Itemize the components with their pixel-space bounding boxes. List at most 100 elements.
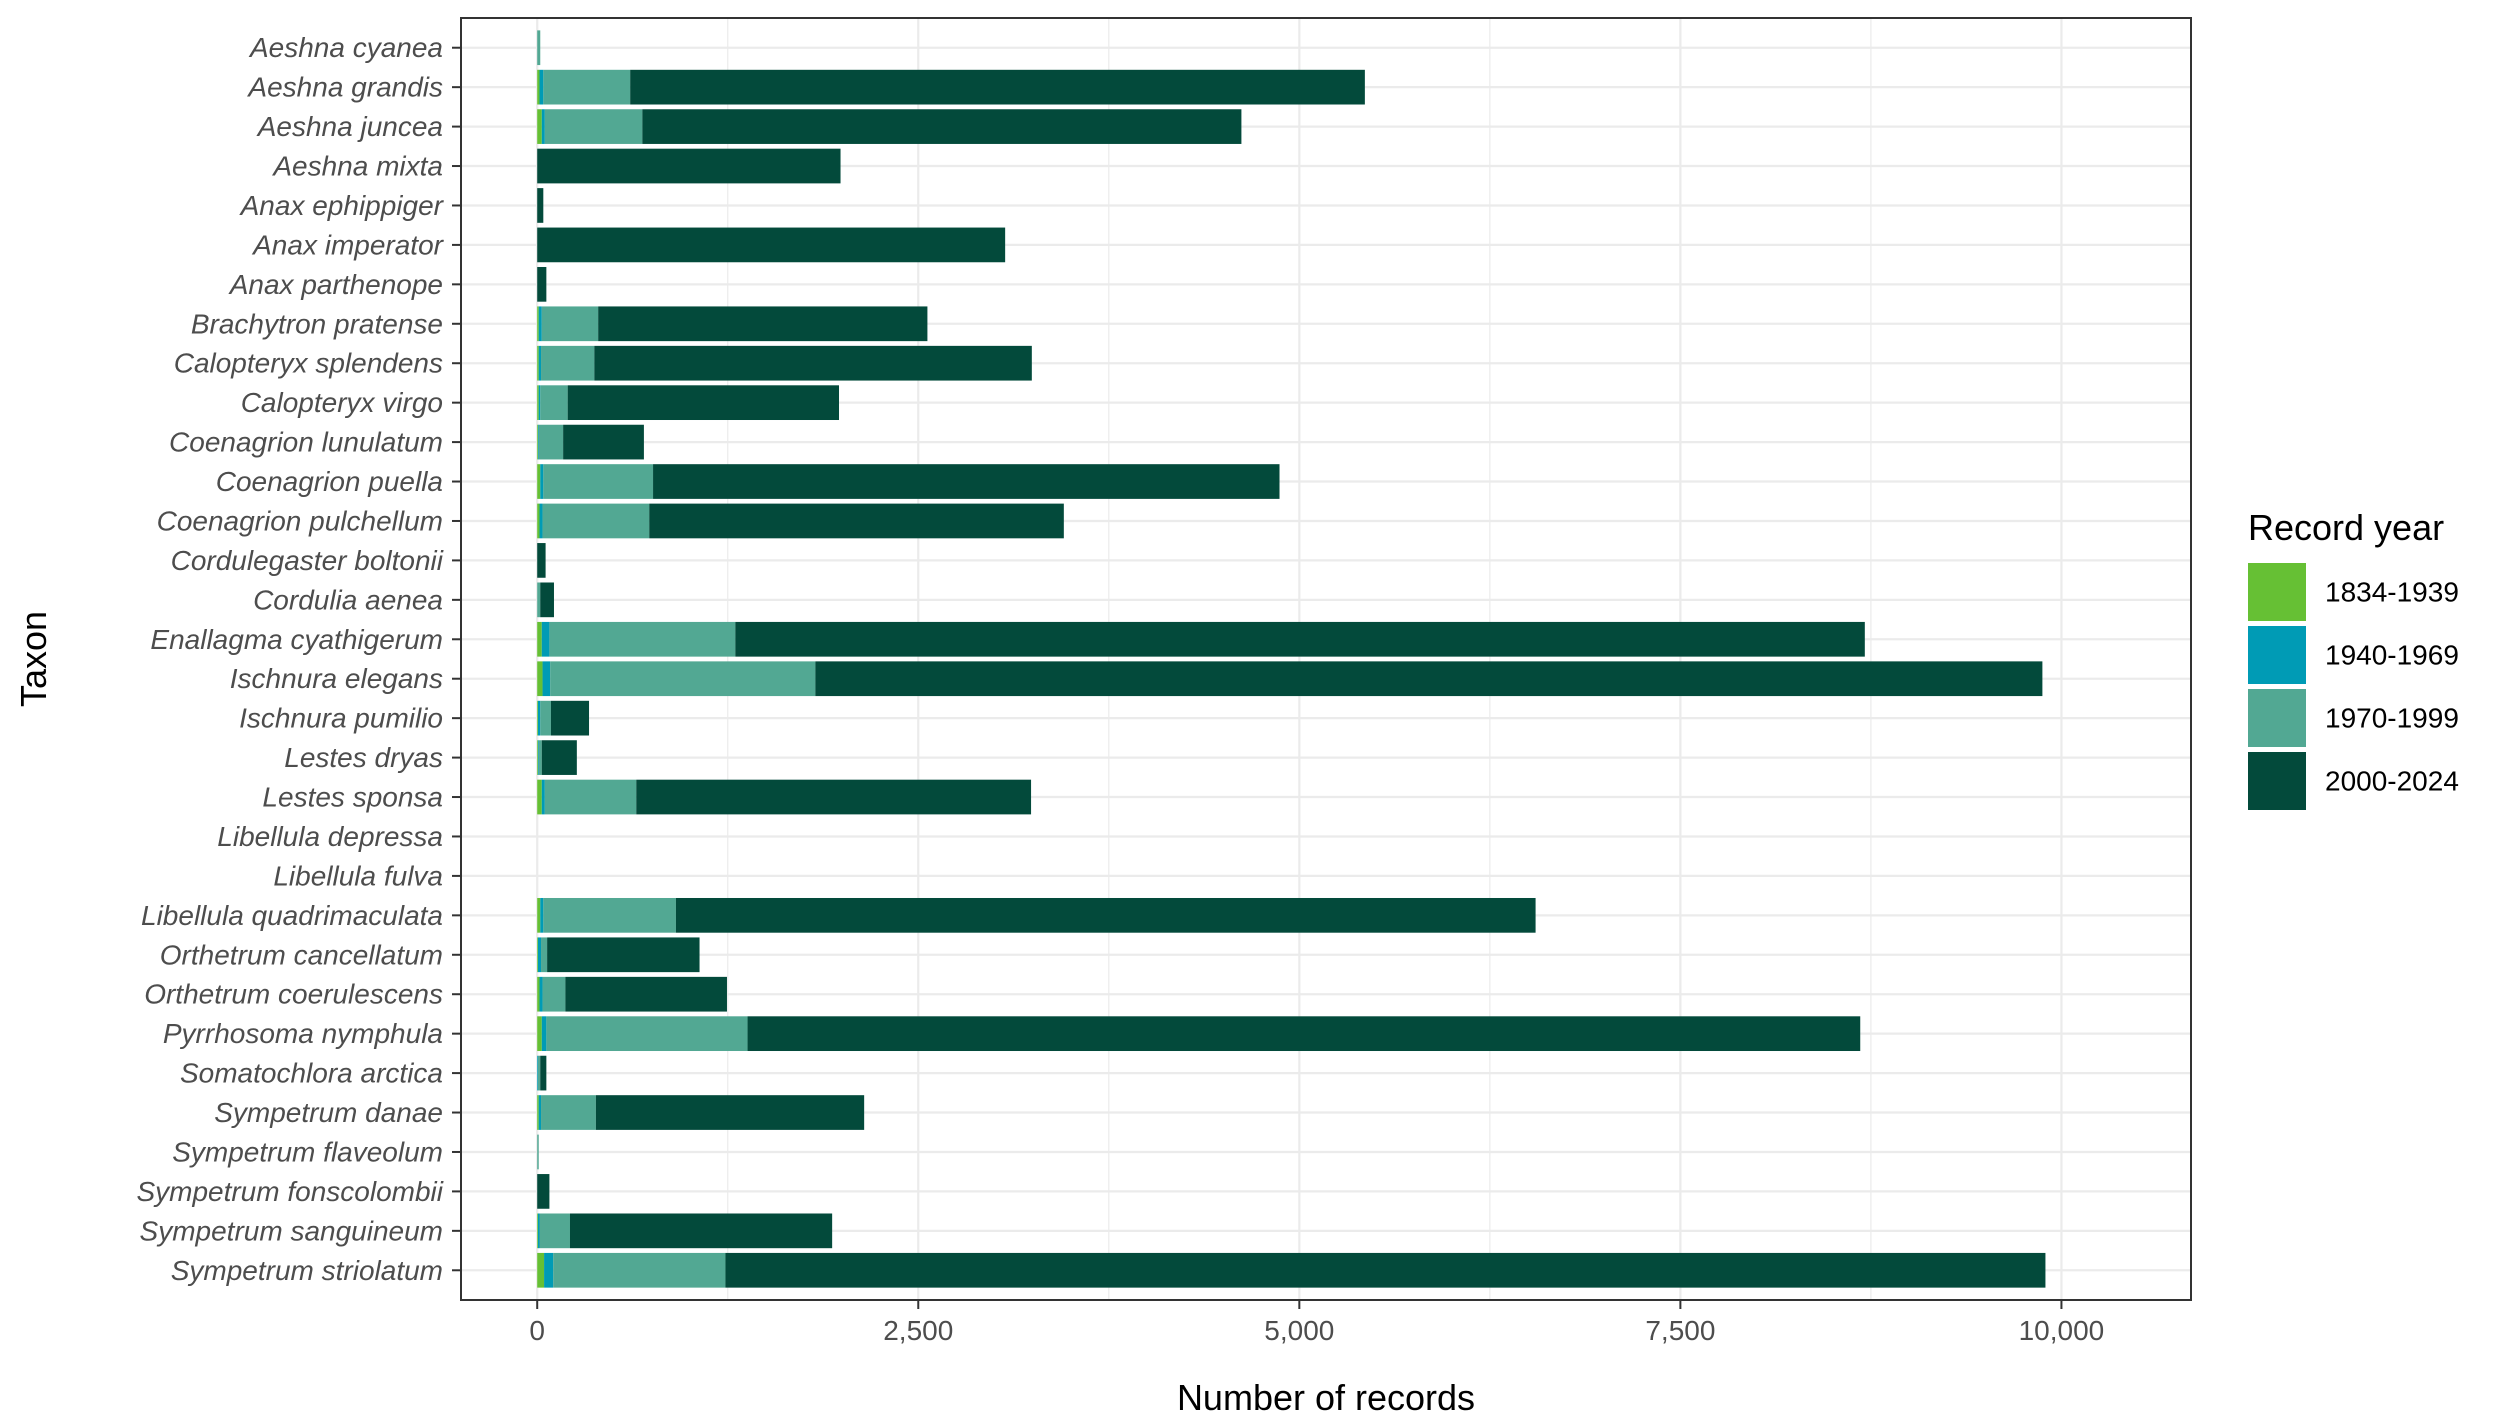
bar-segment: [537, 109, 542, 144]
bar-segment: [537, 227, 1006, 263]
y-tick-label: Aeshna juncea: [256, 111, 443, 142]
legend-label: 1940-1969: [2325, 640, 2459, 671]
bar-segment: [569, 1213, 833, 1249]
bar-segment: [537, 1213, 538, 1249]
x-tick-label: 5,000: [1264, 1315, 1334, 1346]
bar-segment: [537, 385, 539, 421]
bar-segment: [537, 779, 542, 815]
x-axis: 0 2,500 5,000 7,500 10,000: [529, 1300, 2104, 1346]
y-axis: Aeshna cyanea Aeshna grandis Aeshna juncea…: [136, 32, 461, 1286]
bar-segment: [540, 897, 544, 933]
bar-segment: [550, 661, 816, 697]
legend-swatch: [2248, 689, 2306, 747]
y-tick-label: Cordulia aenea: [253, 584, 443, 615]
y-tick-label: Sympetrum flaveolum: [172, 1136, 443, 1167]
bar-segment: [537, 543, 546, 578]
bar-segment: [538, 424, 564, 460]
y-tick-label: Libellula depressa: [217, 821, 443, 852]
bar-segment: [537, 1055, 541, 1091]
bar-segment: [541, 306, 599, 342]
bar-segment: [543, 897, 676, 933]
bar-segment: [537, 1134, 539, 1170]
bar-segment: [537, 661, 543, 697]
bar-segment: [542, 661, 551, 697]
legend-label: 1970-1999: [2325, 703, 2459, 734]
bar-segment: [565, 976, 727, 1012]
bar-segment: [649, 503, 1064, 539]
y-tick-label: Somatochlora arctica: [180, 1058, 443, 1089]
bar-segment: [815, 661, 2043, 697]
bar-segment: [567, 385, 840, 421]
y-tick-label: Enallagma cyathigerum: [150, 624, 443, 655]
bar-segment: [537, 621, 542, 657]
bar-segment: [543, 464, 654, 499]
bar-segment: [735, 621, 1865, 657]
y-tick-label: Sympetrum danae: [214, 1097, 443, 1128]
bar-segment: [541, 345, 595, 381]
bar-segment: [537, 740, 539, 775]
y-tick-label: Brachytron pratense: [191, 308, 443, 339]
bar-segment: [547, 937, 700, 973]
bar-segment: [541, 1095, 596, 1130]
legend-swatch: [2248, 752, 2306, 810]
bar-segment: [550, 700, 590, 736]
bar-segment: [546, 1016, 748, 1052]
legend-swatch: [2248, 626, 2306, 684]
bar-segment: [540, 464, 544, 499]
y-tick-label: Cordulegaster boltonii: [171, 545, 444, 576]
bar-segment: [594, 345, 1032, 381]
bar-segment: [537, 1095, 539, 1130]
y-tick-label: Coenagrion puella: [216, 466, 443, 497]
y-tick-label: Ischnura elegans: [230, 663, 443, 694]
y-tick-label: Orthetrum coerulescens: [144, 979, 443, 1010]
bar-segment: [537, 345, 539, 381]
y-axis-title: Taxon: [13, 611, 54, 707]
bar-segment: [653, 464, 1280, 499]
bar-segment: [537, 188, 544, 223]
bar-segment: [537, 1016, 542, 1052]
legend-items: 1834-1939 1940-1969 1970-1999 2000-2024: [2248, 563, 2459, 810]
bar-segment: [563, 424, 644, 460]
bar-segment: [540, 1055, 547, 1091]
bar-segment: [544, 109, 643, 144]
y-tick-label: Ischnura pumilio: [239, 703, 443, 734]
bar-segment: [598, 306, 928, 342]
bar-segment: [537, 937, 538, 973]
y-tick-label: Sympetrum striolatum: [171, 1255, 443, 1286]
legend-label: 1834-1939: [2325, 577, 2459, 608]
bar-segment: [537, 30, 541, 66]
legend-title: Record year: [2248, 507, 2444, 548]
bar-segment: [537, 266, 547, 302]
bar-segment: [537, 937, 542, 973]
y-tick-label: Coenagrion lunulatum: [169, 427, 443, 458]
y-tick-label: Sympetrum fonscolombii: [136, 1176, 443, 1207]
y-tick-label: Anax parthenope: [228, 269, 443, 300]
bar-segment: [538, 385, 541, 421]
bar-segment: [541, 1016, 547, 1052]
bar-segment: [538, 1095, 542, 1130]
bar-segment: [540, 385, 568, 421]
bar-segment: [543, 69, 631, 105]
bar-segment: [539, 69, 544, 105]
bar-segment: [544, 1252, 554, 1288]
bar-segment: [537, 464, 541, 499]
bar-segment: [539, 976, 543, 1012]
bar-segment: [537, 1055, 538, 1091]
y-tick-label: Aeshna cyanea: [248, 32, 443, 63]
bar-segment: [537, 1213, 540, 1249]
bar-segment: [595, 1095, 865, 1130]
legend-label: 2000-2024: [2325, 766, 2459, 797]
bar-segment: [541, 621, 550, 657]
bar-segment: [537, 69, 540, 105]
bar-segment: [537, 740, 538, 775]
y-tick-label: Pyrrhosoma nymphula: [163, 1018, 443, 1049]
y-tick-label: Libellula fulva: [273, 860, 443, 891]
y-tick-label: Orthetrum cancellatum: [160, 939, 443, 970]
bar-segment: [537, 1252, 545, 1288]
bar-segment: [541, 937, 548, 973]
x-tick-label: 2,500: [883, 1315, 953, 1346]
bar-segment: [630, 69, 1365, 105]
bar-segment: [549, 621, 736, 657]
bar-segment: [544, 779, 637, 815]
y-tick-label: Lestes dryas: [284, 742, 443, 773]
